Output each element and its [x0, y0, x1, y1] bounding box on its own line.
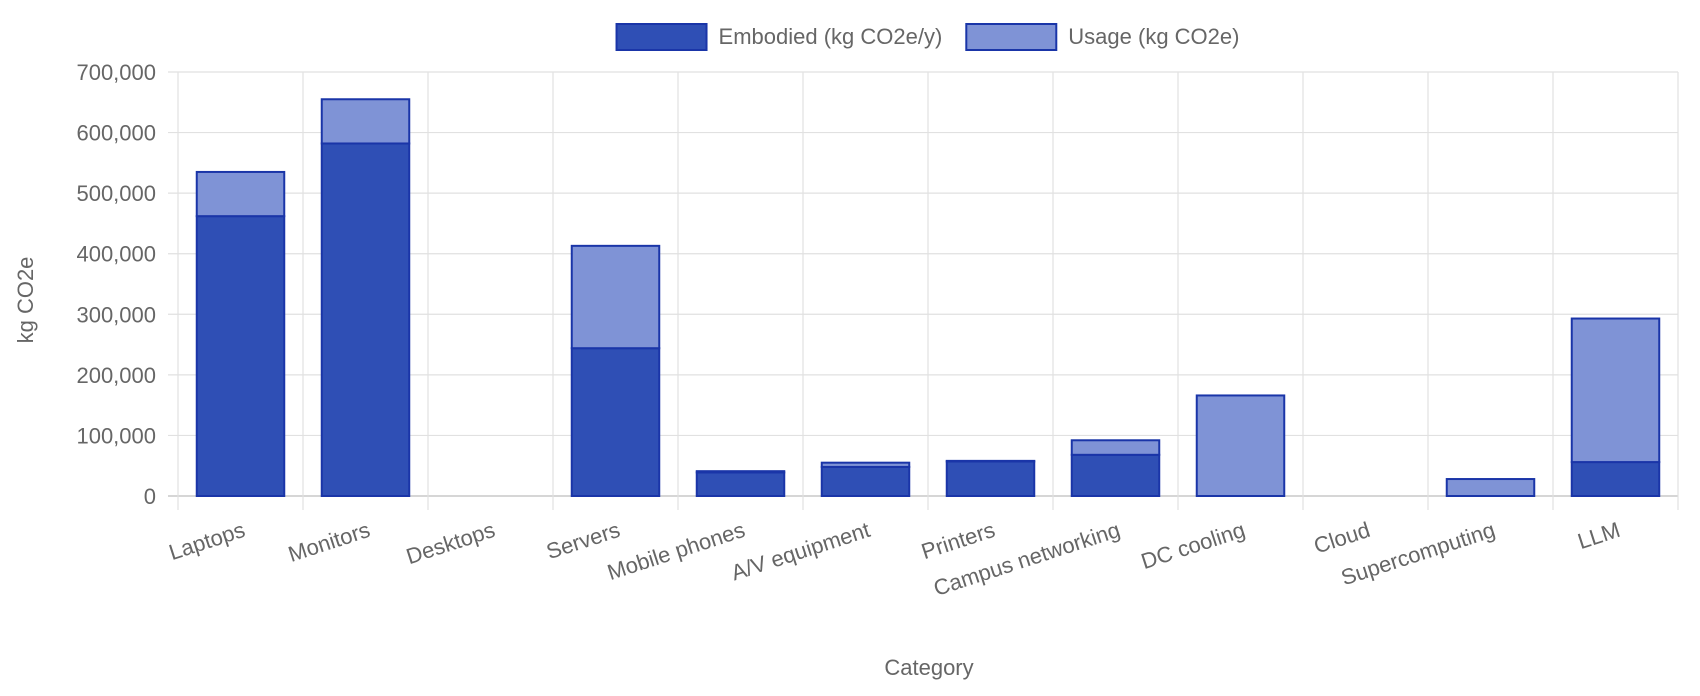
y-tick-label: 600,000 — [76, 121, 156, 146]
x-tick-label: Servers — [543, 517, 623, 564]
x-tick-label: Desktops — [403, 517, 498, 569]
legend-swatch[interactable] — [965, 23, 1058, 51]
bar-usage[interactable] — [945, 459, 1036, 463]
bar-usage[interactable] — [820, 461, 911, 468]
bar-usage[interactable] — [1445, 478, 1536, 498]
x-tick-label: Monitors — [285, 517, 373, 567]
bar-usage[interactable] — [695, 470, 786, 474]
x-tick-label: Printers — [918, 517, 998, 564]
bar-usage[interactable] — [1195, 394, 1286, 497]
y-tick-label: 400,000 — [76, 242, 156, 267]
bar-embodied[interactable] — [570, 347, 661, 497]
bar-usage[interactable] — [320, 98, 411, 145]
bar-usage[interactable] — [570, 244, 661, 350]
legend-label[interactable]: Usage (kg CO2e) — [1068, 24, 1239, 49]
x-tick-label: A/V equipment — [728, 517, 873, 585]
y-tick-label: 700,000 — [76, 60, 156, 85]
x-tick-label: DC cooling — [1138, 517, 1248, 574]
x-tick-label: LLM — [1575, 517, 1623, 554]
bar-embodied[interactable] — [695, 471, 786, 497]
y-tick-label: 0 — [144, 484, 156, 509]
x-tick-label: Mobile phones — [604, 517, 748, 585]
bar-embodied[interactable] — [320, 142, 411, 498]
y-tick-label: 300,000 — [76, 302, 156, 327]
y-tick-label: 200,000 — [76, 363, 156, 388]
bar-usage[interactable] — [195, 170, 286, 218]
legend-label[interactable]: Embodied (kg CO2e/y) — [719, 24, 943, 49]
bar-embodied[interactable] — [195, 215, 286, 497]
bar-embodied[interactable] — [1070, 453, 1161, 498]
bar-embodied[interactable] — [945, 460, 1036, 497]
y-tick-label: 500,000 — [76, 181, 156, 206]
legend: Embodied (kg CO2e/y) Usage (kg CO2e) — [615, 23, 1239, 51]
x-axis-title: Category — [884, 655, 973, 680]
bars — [195, 98, 1661, 498]
bar-usage[interactable] — [1070, 439, 1161, 456]
grid — [168, 71, 1679, 510]
y-axis-title: kg CO2e — [13, 257, 38, 344]
axes: 0 100,000 200,000 300,000 400,000 500,000 600,… — [76, 60, 1623, 601]
legend-swatch[interactable] — [615, 23, 708, 51]
bar-embodied[interactable] — [1570, 461, 1661, 497]
y-tick-label: 100,000 — [76, 423, 156, 448]
x-tick-label: Laptops — [166, 517, 248, 565]
bar-usage[interactable] — [1570, 317, 1661, 464]
bar-embodied[interactable] — [820, 465, 911, 498]
x-tick-label: Cloud — [1311, 517, 1373, 559]
